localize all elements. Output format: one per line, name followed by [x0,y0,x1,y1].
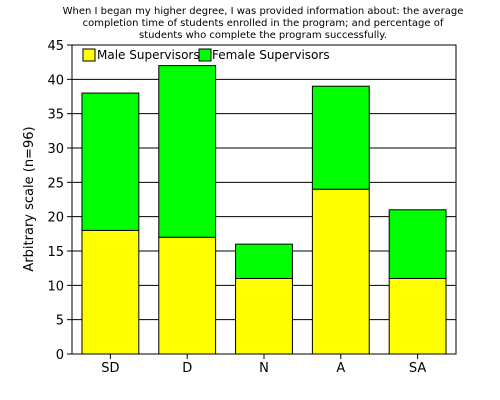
chart-title-line-3: students who complete the program succes… [139,30,387,41]
y-tick-label-10: 10 [47,279,64,294]
y-tick-label-0: 0 [56,348,64,363]
bar-a-male [311,188,370,355]
bar-sd-male [81,229,140,355]
x-tick-label-d: D [182,361,192,376]
bar-sa-male [388,277,447,355]
bar-sd-female [81,92,140,231]
bar-d-male [158,236,217,355]
bars [81,65,447,355]
legend-label-female: Female Supervisors [212,48,330,62]
bar-a-female [311,85,370,190]
x-tick-label-sa: SA [409,361,426,376]
legend-swatch-female [198,48,212,62]
chart-title: When I began my higher degree, I was pro… [63,6,464,41]
bar-d-female [158,65,217,238]
bar-sa-female [388,209,447,279]
y-tick-label-30: 30 [47,142,64,157]
y-tick-label-40: 40 [47,73,64,88]
y-tick-label-35: 35 [47,108,64,123]
y-tick-label-45: 45 [47,39,64,54]
y-axis-label: Arbitrary scale (n=96) [22,126,37,271]
x-tick-label-sd: SD [101,361,119,376]
bar-n-female [235,243,293,279]
x-axis-ticks: SD D N A SA [101,354,426,376]
bar-n-male [235,277,293,355]
y-axis-ticks: 0 5 10 15 20 25 30 35 40 45 [47,39,72,363]
y-tick-label-15: 15 [47,245,64,260]
legend: Male Supervisors Female Supervisors [82,48,330,62]
x-tick-label-n: N [259,361,269,376]
y-tick-label-5: 5 [56,314,64,329]
chart-title-line-2: completion time of students enrolled in … [83,18,444,29]
legend-swatch-male [82,48,96,62]
x-tick-label-a: A [336,361,345,376]
legend-label-male: Male Supervisors [97,48,200,62]
y-tick-label-20: 20 [47,211,64,226]
chart-title-line-1: When I began my higher degree, I was pro… [63,6,464,17]
y-tick-label-25: 25 [47,176,64,191]
